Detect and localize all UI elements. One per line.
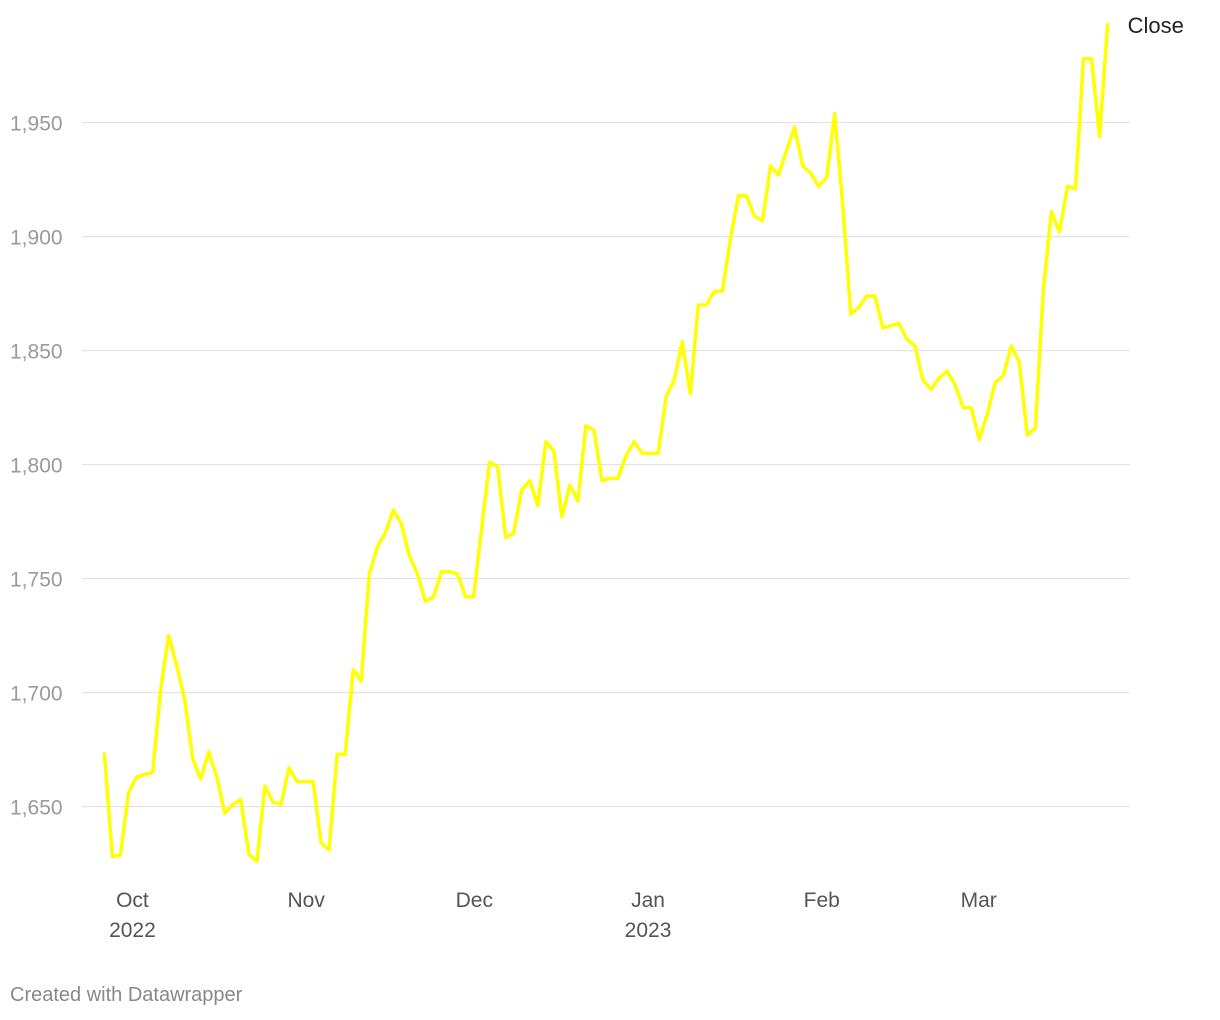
series-layer: Close xyxy=(102,13,1184,864)
y-tick-label: 1,950 xyxy=(10,113,63,136)
x-tick-year-label: 2023 xyxy=(625,919,672,942)
y-tick-label: 1,750 xyxy=(10,569,63,592)
footer-credit: Created with Datawrapper xyxy=(10,984,243,1006)
x-tick-label: Dec xyxy=(456,889,493,912)
x-tick-label: Nov xyxy=(287,889,325,912)
x-axis-ticks: Oct 2022 Nov Dec Jan 2023 Feb Mar xyxy=(109,889,997,942)
x-tick-year-label: 2022 xyxy=(109,919,156,942)
series-line-close xyxy=(102,22,1110,864)
y-tick-label: 1,850 xyxy=(10,341,63,364)
x-tick-label: Jan xyxy=(631,889,665,912)
y-tick-label: 1,900 xyxy=(10,227,63,250)
line-chart: 1,650 1,700 1,750 1,800 1,850 1,900 1,950 Oct 2… xyxy=(10,13,1184,942)
x-tick-label: Oct xyxy=(116,889,149,912)
series-label: Close xyxy=(1128,13,1184,38)
x-tick-label: Feb xyxy=(804,889,840,912)
y-tick-label: 1,650 xyxy=(10,797,63,820)
y-axis-ticks: 1,650 1,700 1,750 1,800 1,850 1,900 1,950 xyxy=(10,113,63,820)
gridlines xyxy=(82,122,1130,808)
x-tick-label: Mar xyxy=(961,889,997,912)
y-tick-label: 1,700 xyxy=(10,683,63,706)
y-tick-label: 1,800 xyxy=(10,455,63,478)
